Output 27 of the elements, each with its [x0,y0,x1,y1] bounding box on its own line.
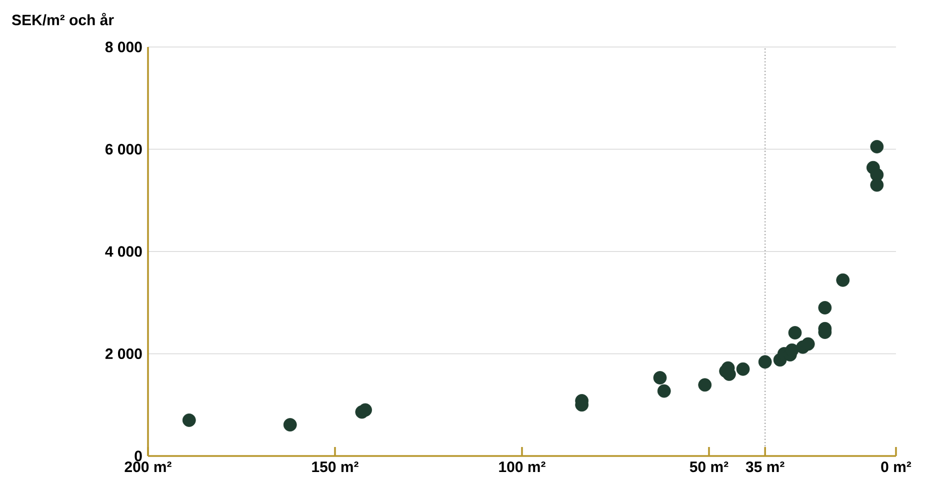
y-tick-label: 8 000 [105,42,142,52]
point [736,362,750,376]
y-tick-label: 2 000 [105,348,142,360]
point [758,355,772,369]
y-axis-title: SEK/m² och år [12,12,114,26]
y-tick-label: 0 [134,450,142,462]
x-tick-label: 150 m² [312,462,358,472]
point [785,343,799,357]
x-tick-label: 0 m² [881,462,912,472]
point [788,326,802,340]
x-tick-label: 50 m² [690,462,728,472]
point [698,378,712,392]
point [657,384,671,398]
x-tick-label: 35 m² [746,462,784,472]
point [836,273,850,287]
point [653,371,667,384]
point [818,301,832,314]
point [870,140,884,154]
y-tick-label: 4 000 [105,246,142,257]
point [358,403,372,417]
point [870,178,884,192]
point [182,414,196,427]
point [283,418,297,432]
x-tick-label: 100 m² [499,462,546,472]
x-tick-label: 200 m² [124,462,172,472]
point [801,337,815,351]
y-tick-label: 6 000 [105,144,142,155]
